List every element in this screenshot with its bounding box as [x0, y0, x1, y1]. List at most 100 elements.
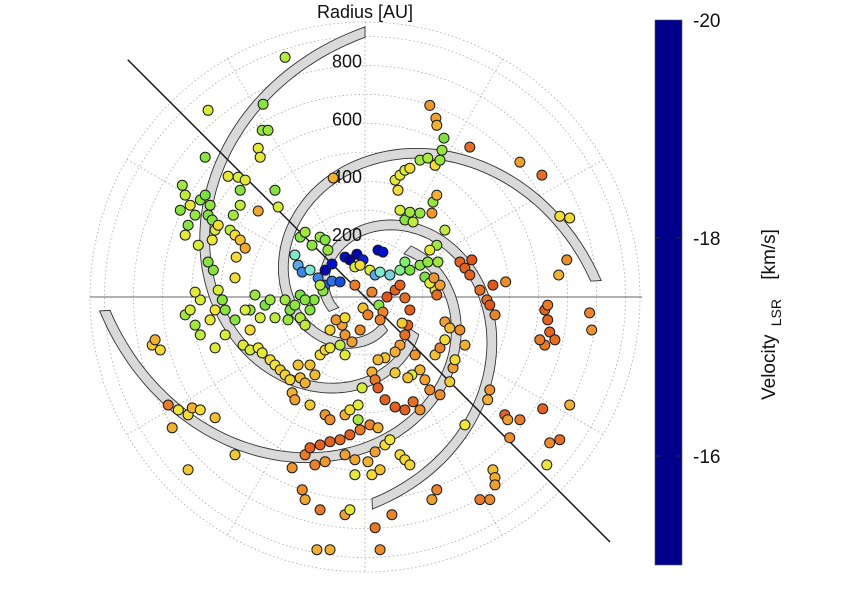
- colorbar-gradient: [654, 19, 683, 566]
- data-point: [502, 414, 514, 426]
- data-point: [304, 442, 316, 454]
- data-point: [424, 244, 436, 256]
- data-point: [536, 169, 548, 181]
- data-point: [322, 244, 334, 256]
- data-point: [339, 349, 351, 361]
- data-point: [474, 284, 486, 296]
- data-point: [377, 246, 389, 258]
- data-point: [222, 170, 234, 182]
- data-point: [179, 189, 191, 201]
- data-point: [544, 326, 556, 338]
- data-point: [296, 484, 308, 496]
- data-point: [194, 404, 206, 416]
- data-point: [349, 469, 361, 481]
- data-point: [299, 226, 311, 238]
- colorbar-label-sub: LSR: [768, 299, 784, 326]
- data-point: [319, 264, 331, 276]
- data-point: [432, 256, 444, 268]
- data-point: [454, 324, 466, 336]
- data-point: [362, 309, 374, 321]
- data-point: [426, 494, 438, 506]
- data-point: [244, 324, 256, 336]
- data-point: [206, 234, 218, 246]
- data-point: [204, 199, 216, 211]
- radial-tick-label: 800: [332, 51, 362, 71]
- data-point: [284, 374, 296, 386]
- data-point: [384, 434, 396, 446]
- data-point: [381, 291, 393, 303]
- data-point: [279, 294, 291, 306]
- data-point: [202, 256, 214, 268]
- data-point: [349, 279, 361, 291]
- radial-tick-label: 400: [332, 167, 362, 187]
- data-point: [374, 544, 386, 556]
- data-point: [399, 256, 411, 268]
- data-point: [434, 154, 446, 166]
- data-point: [374, 464, 386, 476]
- data-point: [256, 347, 268, 359]
- data-point: [219, 329, 231, 341]
- data-point: [212, 219, 224, 231]
- data-point: [239, 242, 251, 254]
- data-point: [174, 204, 186, 216]
- data-point: [199, 189, 211, 201]
- data-point: [352, 399, 364, 411]
- data-point: [434, 389, 446, 401]
- data-point: [166, 422, 178, 434]
- data-point: [330, 314, 342, 326]
- data-point: [389, 401, 401, 413]
- data-point: [299, 319, 311, 331]
- data-point: [399, 329, 411, 341]
- radial-tick-label: 200: [332, 225, 362, 245]
- data-point: [234, 184, 246, 196]
- data-point: [189, 286, 201, 298]
- data-point: [311, 544, 323, 556]
- data-point: [379, 394, 391, 406]
- data-point: [304, 264, 316, 276]
- data-point: [419, 374, 431, 386]
- data-point: [272, 201, 284, 213]
- data-point: [172, 404, 184, 416]
- data-point: [199, 151, 211, 163]
- data-point: [484, 384, 496, 396]
- data-point: [564, 212, 576, 224]
- data-point: [514, 414, 526, 426]
- colorbar-tick-label: -18: [693, 229, 720, 250]
- data-point: [304, 304, 316, 316]
- data-point: [424, 99, 436, 111]
- data-point: [404, 264, 416, 276]
- data-point: [424, 384, 436, 396]
- data-point: [282, 314, 294, 326]
- colorbar-label-main: Velocity: [759, 334, 780, 400]
- data-point: [404, 206, 416, 218]
- data-point: [344, 404, 356, 416]
- data-point: [309, 369, 321, 381]
- data-point: [182, 464, 194, 476]
- data-point: [189, 209, 201, 221]
- data-point: [314, 504, 326, 516]
- data-point: [264, 294, 276, 306]
- data-point: [553, 269, 565, 281]
- colorbar-label-unit: [km/s]: [759, 229, 780, 280]
- radial-tick-label: 600: [332, 109, 362, 129]
- data-point: [344, 504, 356, 516]
- data-point: [409, 349, 421, 361]
- data-point: [434, 342, 446, 354]
- data-point: [554, 210, 566, 222]
- data-point: [414, 207, 426, 219]
- data-point: [402, 372, 414, 384]
- data-point: [234, 199, 246, 211]
- data-point: [252, 142, 264, 154]
- reference-line: [127, 59, 611, 543]
- data-point: [229, 314, 241, 326]
- data-point: [514, 156, 526, 168]
- data-point: [434, 279, 446, 291]
- data-point: [436, 144, 448, 156]
- data-point: [194, 294, 206, 306]
- data-point: [439, 334, 451, 346]
- data-point: [374, 314, 386, 326]
- data-point: [372, 354, 384, 366]
- data-point: [431, 484, 443, 496]
- data-point: [306, 239, 318, 251]
- data-point: [394, 204, 406, 216]
